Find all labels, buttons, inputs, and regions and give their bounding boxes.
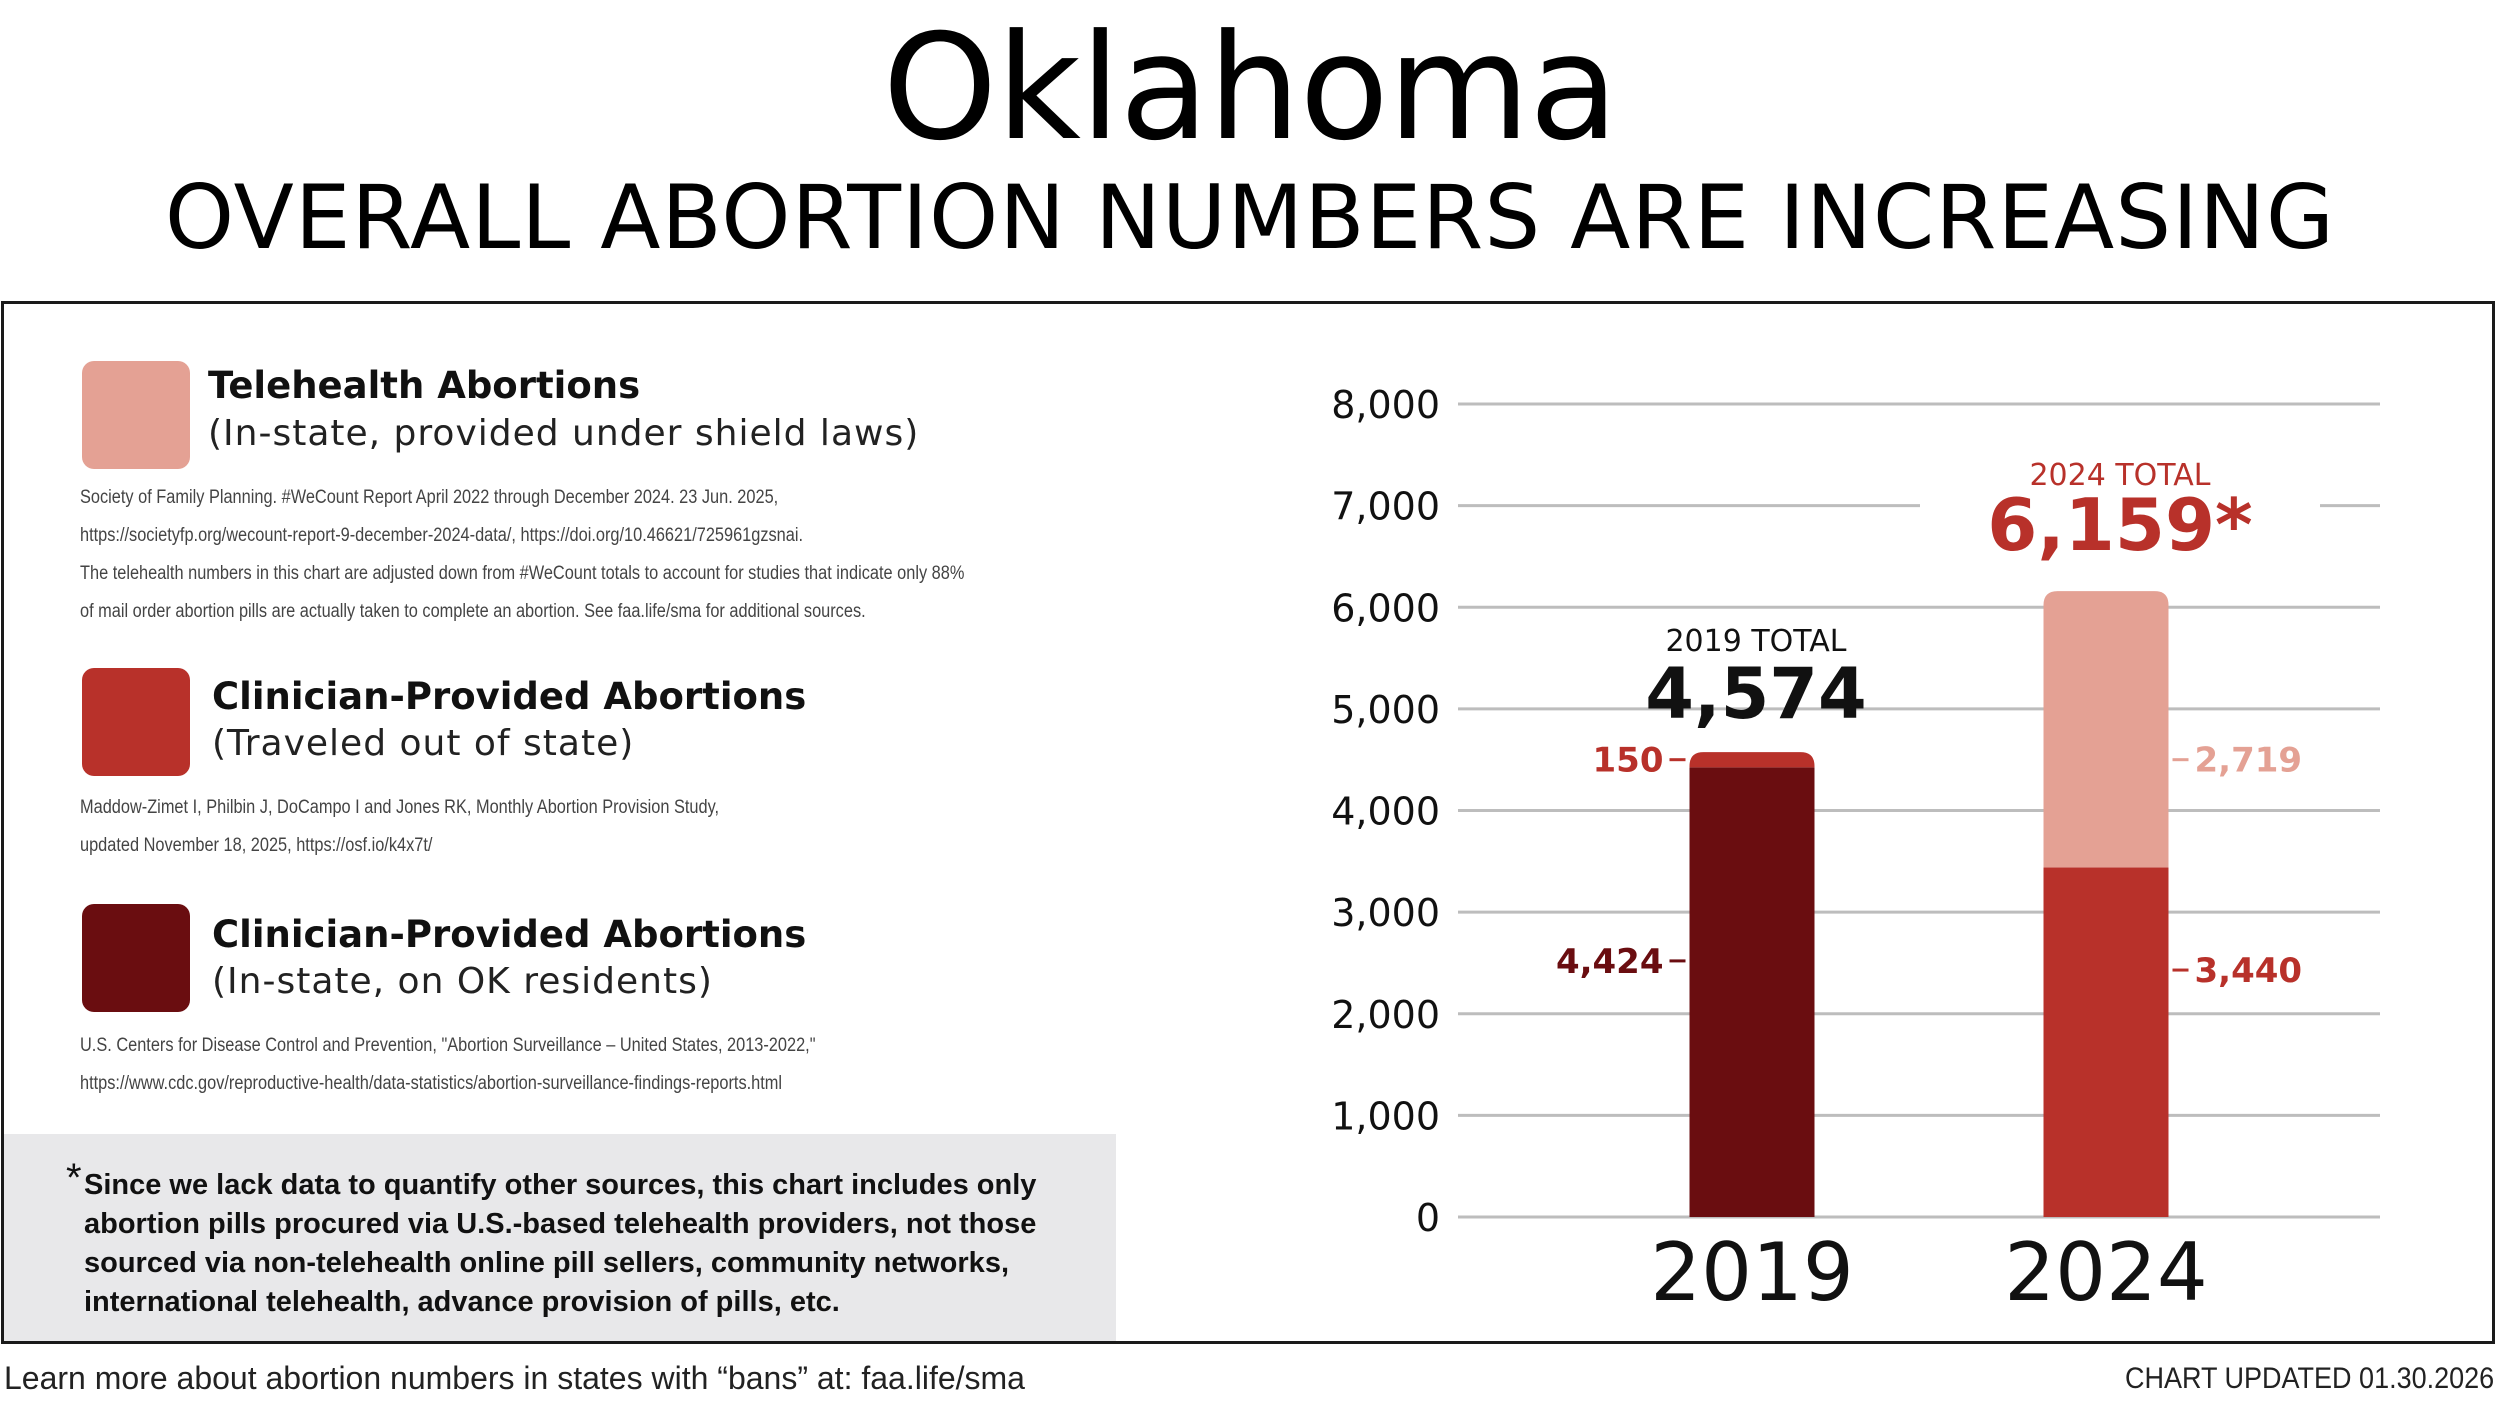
legend-swatch-traveled: [82, 668, 190, 776]
legend-subtitle-instate: (In-state, on OK residents): [212, 961, 713, 1002]
legend-subtitle-traveled: (Traveled out of state): [212, 723, 635, 764]
source-line: https://www.cdc.gov/reproductive-health/…: [80, 1073, 783, 1094]
x-category-label: 2024: [2004, 1226, 2208, 1319]
legend-title-traveled: Clinician-Provided Abortions: [212, 675, 807, 718]
bar-segment: [2043, 591, 2169, 868]
legend-title-telehealth: Telehealth Abortions: [208, 364, 641, 407]
bar-segment: [1689, 767, 1815, 1217]
bar-value-label: 3,440: [2195, 951, 2303, 991]
footnote-text: Since we lack data to quantify other sou…: [84, 1169, 1037, 1318]
bar-value-label: 4,424: [1556, 942, 1664, 982]
source-line: https://societyfp.org/wecount-report-9-d…: [80, 525, 804, 546]
source-line: The telehealth numbers in this chart are…: [80, 563, 965, 584]
source-line: Maddow-Zimet I, Philbin J, DoCampo I and…: [80, 797, 720, 818]
source-line: Society of Family Planning. #WeCount Rep…: [80, 487, 779, 508]
y-tick-label: 2,000: [1331, 993, 1440, 1037]
source-line: U.S. Centers for Disease Control and Pre…: [80, 1035, 816, 1056]
y-tick-label: 4,000: [1331, 790, 1440, 834]
chart-frame: [1, 301, 2495, 1344]
bar-value-label: 150: [1593, 741, 1664, 781]
legend-swatch-instate: [82, 904, 190, 1012]
legend-title-instate: Clinician-Provided Abortions: [212, 913, 807, 956]
total-value: 4,574: [1645, 653, 1866, 735]
legend-source-telehealth: Society of Family Planning. #WeCount Rep…: [80, 479, 964, 631]
legend-source-instate: U.S. Centers for Disease Control and Pre…: [80, 1027, 816, 1103]
source-line: of mail order abortion pills are actuall…: [80, 601, 866, 622]
legend-subtitle-telehealth: (In-state, provided under shield laws): [208, 413, 920, 454]
y-tick-label: 8,000: [1331, 383, 1440, 427]
y-tick-label: 1,000: [1331, 1094, 1440, 1138]
total-caption: 2019 TOTAL: [1665, 624, 1846, 659]
footer-learn-more: Learn more about abortion numbers in sta…: [4, 1360, 1025, 1396]
page-title: Oklahoma: [882, 3, 1618, 173]
bar-value-label: 2,719: [2195, 741, 2303, 781]
total-label-background: [1920, 451, 2320, 561]
legend-swatch-telehealth: [82, 361, 190, 469]
y-tick-label: 5,000: [1331, 688, 1440, 732]
bar-segment: [1689, 752, 1815, 768]
y-tick-label: 6,000: [1331, 586, 1440, 630]
bar-segment: [2043, 867, 2169, 1217]
source-line: updated November 18, 2025, https://osf.i…: [80, 835, 433, 856]
y-tick-label: 7,000: [1331, 485, 1440, 529]
y-tick-label: 3,000: [1331, 891, 1440, 935]
footnote-asterisk: *: [66, 1156, 82, 1200]
total-value: 6,159*: [1987, 483, 2252, 567]
footnote-box: [4, 1134, 1116, 1341]
legend-source-traveled: Maddow-Zimet I, Philbin J, DoCampo I and…: [80, 789, 719, 865]
total-caption: 2024 TOTAL: [2029, 458, 2210, 493]
x-category-label: 2019: [1650, 1226, 1854, 1319]
y-tick-label: 0: [1416, 1196, 1440, 1240]
page-subtitle: OVERALL ABORTION NUMBERS ARE INCREASING: [164, 166, 2336, 269]
footer-updated-date: CHART UPDATED 01.30.2026: [2124, 1362, 2494, 1395]
